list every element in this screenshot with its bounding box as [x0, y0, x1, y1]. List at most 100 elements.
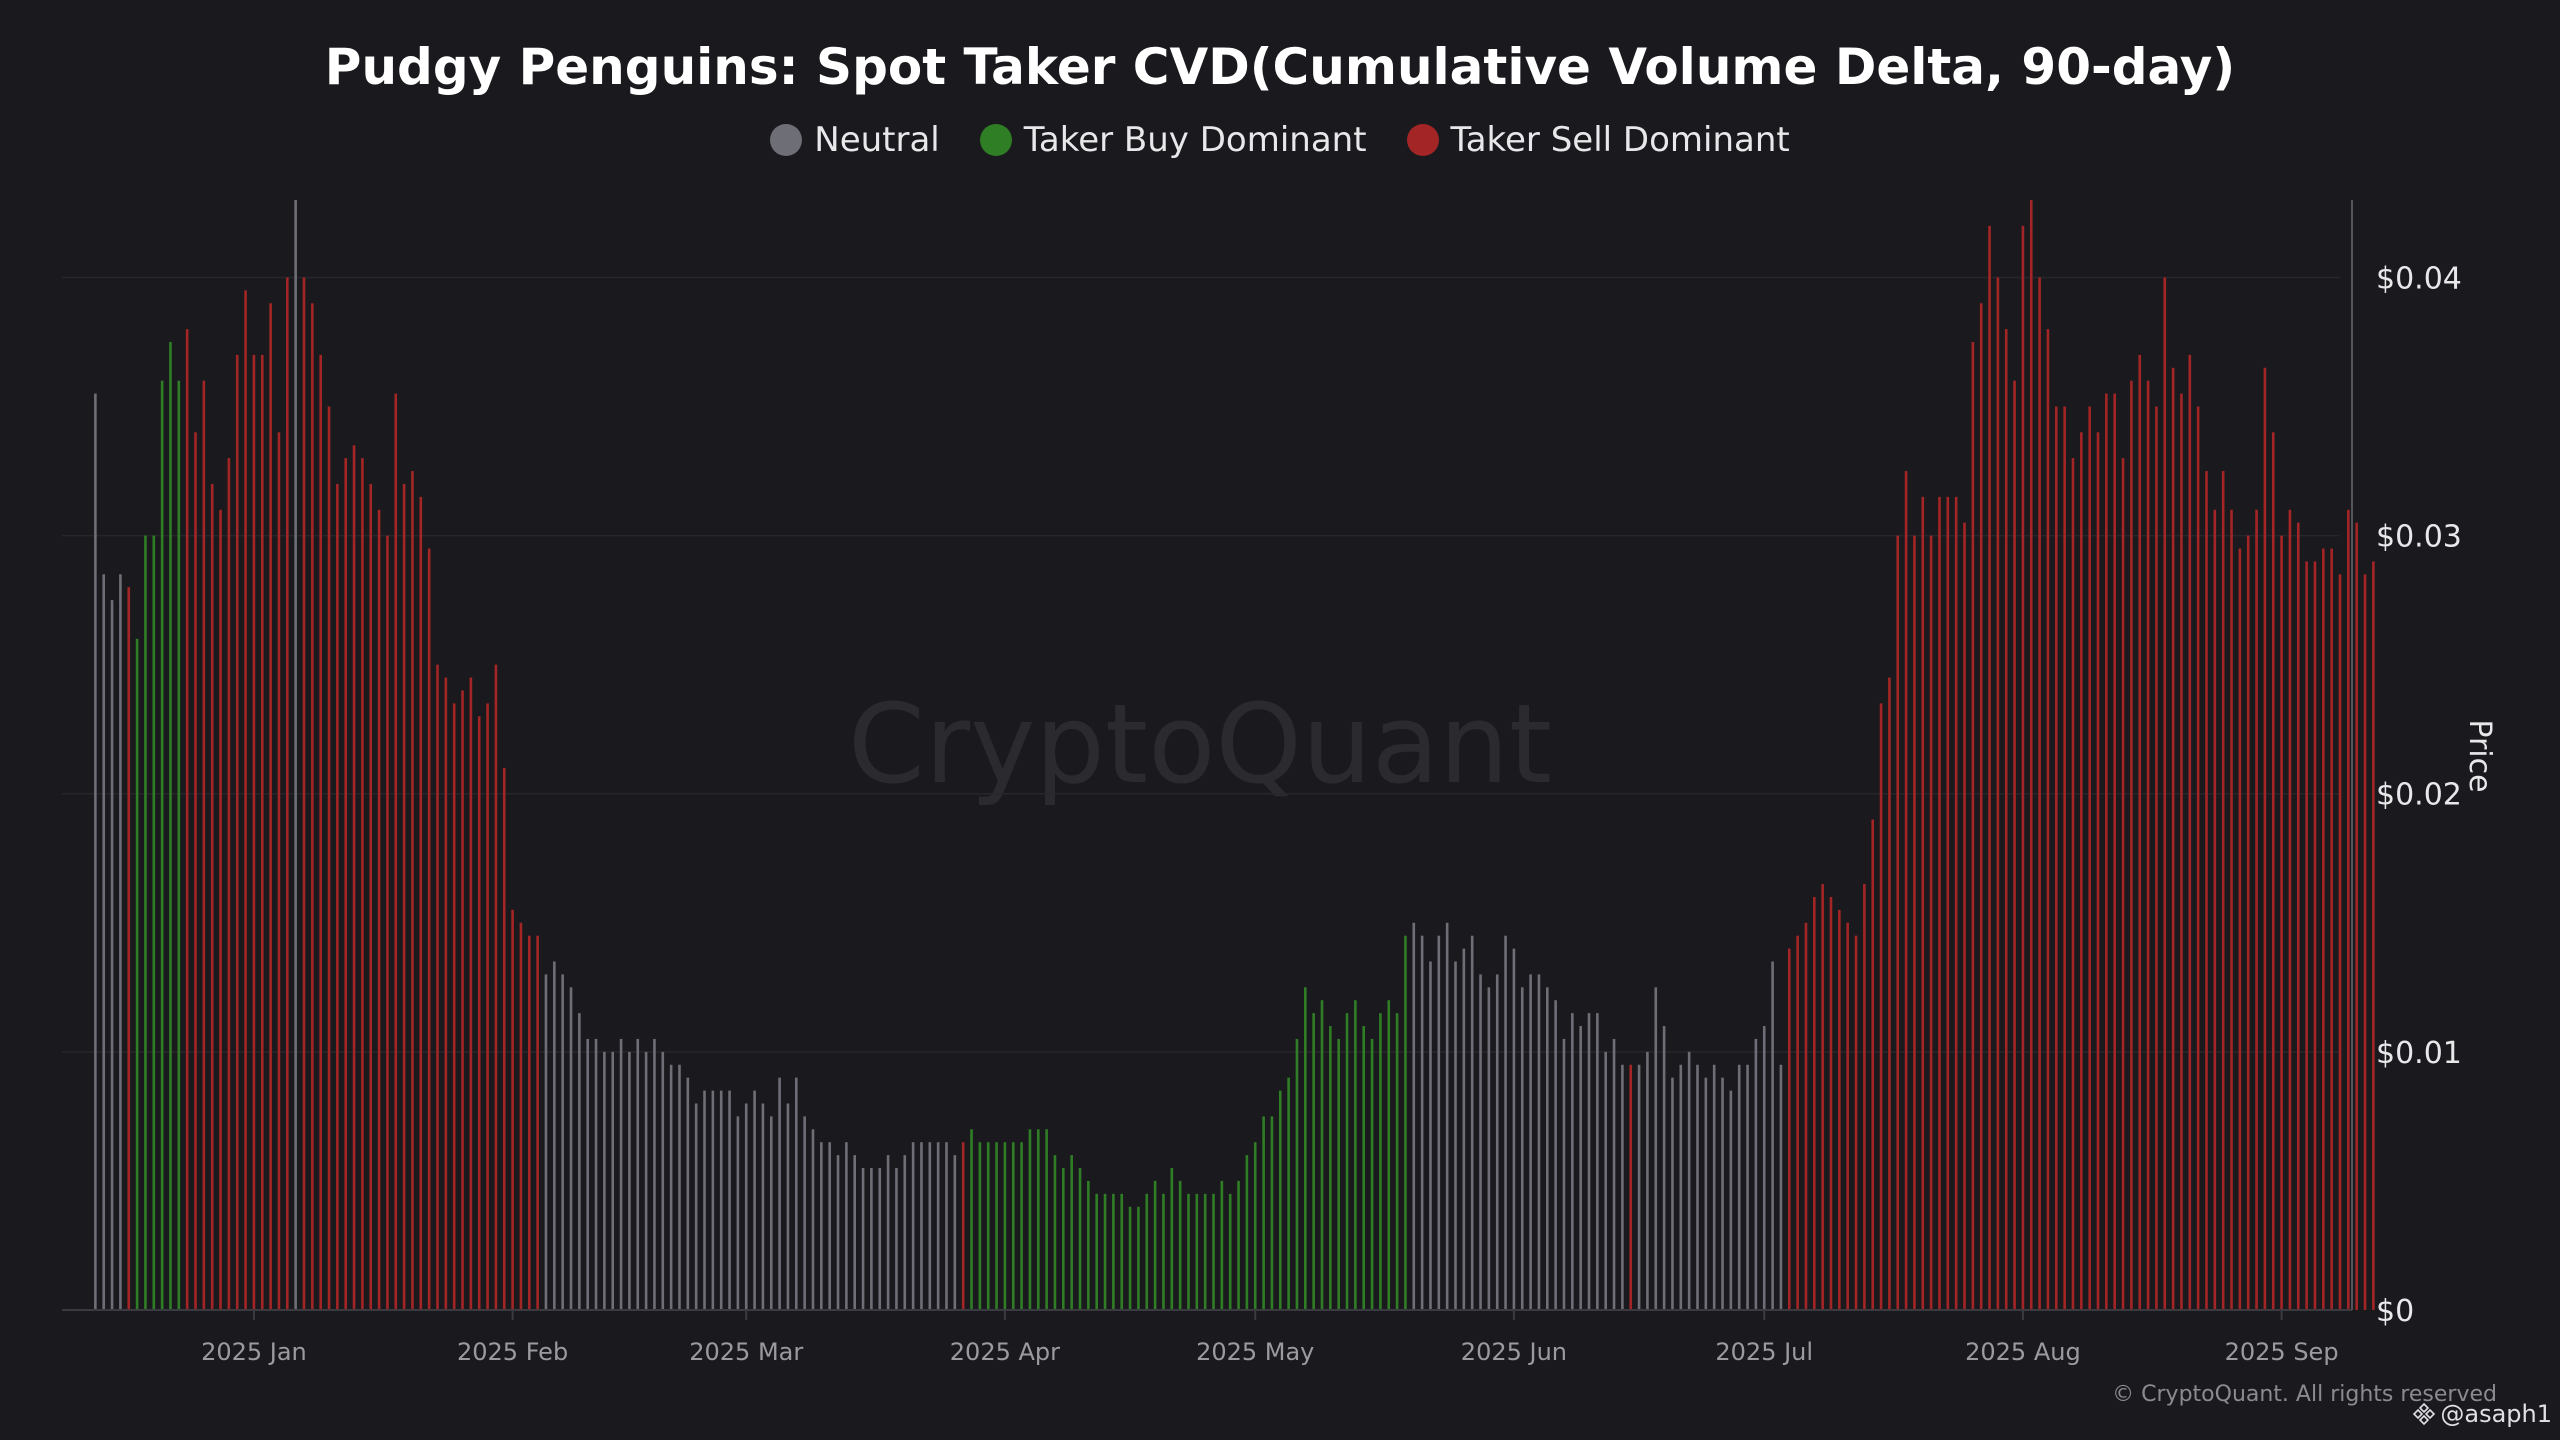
cvd-bar	[2146, 380, 2150, 1311]
cvd-bar	[2305, 561, 2308, 1310]
cvd-bar	[1053, 1155, 1057, 1310]
chart-title: Pudgy Penguins: Spot Taker CVD(Cumulativ…	[324, 38, 2236, 96]
legend-item-taker-sell[interactable]: Taker Sell Dominant	[1406, 120, 1790, 160]
legend-label-taker-buy: Taker Buy Dominant	[1023, 120, 1367, 160]
cvd-bar	[2171, 367, 2175, 1310]
copyright-text: © CryptoQuant. All rights reserved	[2112, 1382, 2497, 1407]
cvd-bar	[2196, 406, 2200, 1311]
cvd-bar	[494, 664, 498, 1310]
cvd-bar	[1212, 1193, 1215, 1310]
cvd-bar	[461, 690, 464, 1310]
cvd-bar	[1395, 1013, 1399, 1310]
cvd-bar	[536, 935, 539, 1310]
cvd-bar	[2096, 432, 2100, 1311]
cvd-bar	[185, 329, 189, 1310]
legend-label-taker-sell: Taker Sell Dominant	[1450, 120, 1790, 160]
binance-diamond-icon	[2413, 1402, 2436, 1426]
cvd-bar	[1337, 1038, 1340, 1310]
user-tag[interactable]: @asaph1	[2412, 1400, 2552, 1428]
cvd-bar	[911, 1142, 915, 1310]
cvd-bar	[978, 1142, 982, 1310]
cvd-bar	[1596, 1013, 1599, 1310]
cvd-bar	[836, 1155, 840, 1310]
cvd-bar	[1020, 1142, 1023, 1310]
cvd-bar	[1679, 1064, 1683, 1310]
cvd-bar	[761, 1103, 765, 1310]
cvd-bar	[1420, 935, 1424, 1310]
cvd-bar	[953, 1155, 957, 1310]
cvd-bar	[795, 1077, 798, 1310]
cvd-bar	[1821, 884, 1824, 1310]
cvd-bar	[1504, 935, 1507, 1310]
cvd-bar	[2363, 574, 2367, 1310]
cvd-bar	[1354, 1000, 1357, 1310]
legend-label-neutral: Neutral	[814, 120, 940, 160]
cvd-bar	[2180, 393, 2183, 1311]
cvd-bar	[2113, 393, 2117, 1311]
cvd-bar	[1646, 1051, 1649, 1310]
cvd-bar	[1879, 703, 1883, 1310]
cvd-bar	[94, 393, 97, 1311]
cvd-bar	[1938, 496, 1941, 1310]
cvd-bar	[853, 1155, 857, 1310]
cvd-bar	[1003, 1142, 1007, 1310]
cvd-bar	[728, 1090, 731, 1310]
cvd-bar	[1854, 935, 1858, 1310]
cvd-bar	[1863, 884, 1866, 1310]
cvd-bar	[1529, 974, 1532, 1310]
cvd-bar	[2213, 509, 2217, 1310]
x-tick-label: 2025 Aug	[1965, 1338, 2081, 1366]
cvd-bar	[444, 677, 448, 1310]
cvd-bar	[127, 587, 131, 1310]
cvd-bar	[1228, 1193, 1232, 1310]
cvd-bar	[1153, 1180, 1157, 1310]
cvd-bar	[1612, 1038, 1616, 1310]
cvd-bar	[1571, 1013, 1574, 1310]
cvd-bar	[544, 974, 548, 1310]
cvd-bar	[227, 458, 231, 1310]
cvd-bar	[1370, 1038, 1374, 1310]
cvd-bar	[1470, 935, 1474, 1310]
cvd-bar	[1796, 935, 1799, 1310]
cvd-bar	[1278, 1090, 1282, 1310]
cvd-bar	[2288, 509, 2292, 1310]
cvd-bar	[402, 483, 406, 1310]
cvd-bar	[1145, 1193, 1149, 1310]
cvd-bar	[1721, 1077, 1724, 1310]
legend-item-taker-buy[interactable]: Taker Buy Dominant	[979, 120, 1367, 160]
cvd-bar	[945, 1142, 948, 1310]
legend-item-neutral[interactable]: Neutral	[770, 120, 940, 160]
cvd-bar	[377, 509, 381, 1310]
cvd-bar	[1712, 1064, 1716, 1310]
cvd-bar	[1629, 1064, 1633, 1310]
cvd-bar	[486, 703, 489, 1310]
cvd-bar	[511, 909, 514, 1310]
cvd-bar	[344, 458, 348, 1310]
cvd-bar	[653, 1038, 656, 1310]
cvd-bar	[235, 354, 239, 1310]
x-tick-label: 2025 Feb	[457, 1338, 568, 1366]
cvd-bar	[1187, 1193, 1190, 1310]
cvd-bar	[1036, 1129, 1040, 1310]
cvd-bar	[1929, 535, 1933, 1310]
cvd-bar	[1654, 987, 1658, 1310]
legend-dot-taker-sell	[1406, 124, 1439, 156]
cvd-bar	[694, 1103, 698, 1310]
cvd-bar	[1011, 1142, 1015, 1310]
cvd-bar	[2296, 522, 2300, 1310]
cvd-bar	[2338, 574, 2342, 1310]
cvd-bar	[1520, 987, 1524, 1310]
cvd-bar	[386, 535, 389, 1310]
cvd-bar	[2280, 535, 2283, 1310]
cvd-bar	[1896, 535, 1900, 1310]
legend: Neutral Taker Buy Dominant Taker Sell Do…	[0, 120, 2560, 160]
bars	[94, 200, 2375, 1311]
cvd-bar	[1112, 1193, 1115, 1310]
cvd-bar	[845, 1142, 848, 1310]
x-tick-label: 2025 Jan	[201, 1338, 307, 1366]
cvd-bar	[1829, 896, 1833, 1310]
cvd-bar	[1362, 1026, 1366, 1310]
cvd-bar	[769, 1116, 773, 1310]
cvd-bar	[1237, 1180, 1240, 1310]
cvd-bar	[753, 1090, 756, 1310]
